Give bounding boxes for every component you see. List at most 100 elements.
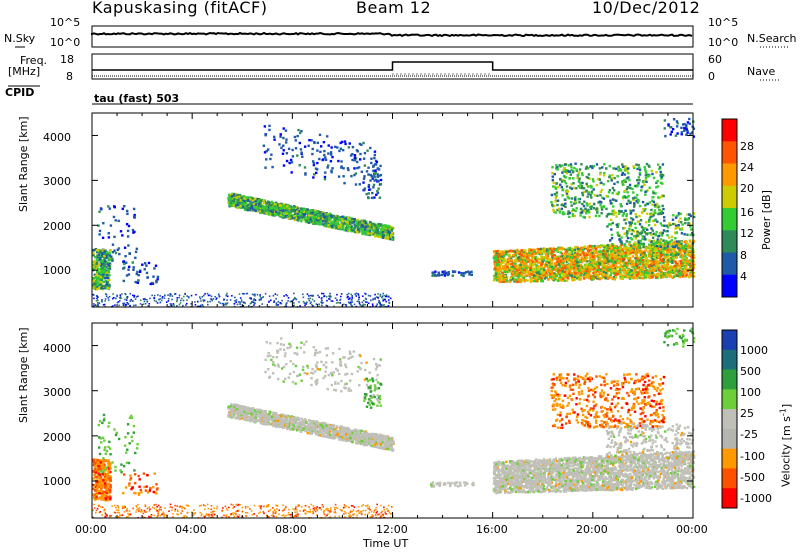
- echo-cell: [588, 259, 592, 263]
- echo-cell: [326, 214, 329, 217]
- echo-cell: [541, 269, 544, 273]
- echo-cell: [308, 299, 311, 302]
- echo-cell: [145, 271, 149, 275]
- echo-cell: [498, 277, 502, 280]
- echo-cell: [638, 275, 641, 278]
- echo-cell: [451, 274, 454, 277]
- echo-cell: [561, 279, 564, 282]
- echo-cell: [241, 292, 244, 295]
- echo-cell: [358, 183, 362, 186]
- echo-cell: [364, 293, 367, 295]
- echo-cell: [206, 292, 209, 295]
- echo-cell: [246, 199, 250, 203]
- echo-cell: [298, 213, 301, 217]
- echo-cell: [171, 304, 173, 307]
- echo-cell: [131, 261, 134, 264]
- echo-cell: [302, 213, 306, 216]
- echo-cell: [283, 295, 285, 297]
- echo-cell: [337, 224, 340, 227]
- echo-cell: [293, 216, 296, 220]
- echo-cell: [307, 221, 310, 224]
- echo-cell: [233, 195, 237, 199]
- echo-cell: [340, 165, 343, 168]
- echo-cell: [513, 271, 516, 275]
- echo-cell: [591, 265, 595, 268]
- echo-cell: [281, 299, 283, 302]
- echo-cell: [508, 280, 512, 283]
- echo-cell: [373, 223, 376, 227]
- echo-cell: [585, 260, 589, 263]
- echo-cell: [564, 251, 568, 254]
- echo-cell: [614, 273, 617, 277]
- echo-cell: [126, 301, 129, 304]
- echo-cell: [372, 175, 375, 179]
- echo-cell: [364, 230, 367, 234]
- echo-cell: [288, 161, 291, 165]
- echo-cell: [502, 268, 506, 271]
- echo-cell: [264, 209, 268, 212]
- echo-cell: [333, 220, 336, 224]
- echo-cell: [246, 203, 250, 206]
- echo-cell: [272, 209, 275, 212]
- echo-cell: [499, 274, 502, 278]
- echo-cell: [387, 231, 390, 234]
- echo-cell: [330, 214, 333, 218]
- echo-cell: [668, 271, 671, 274]
- echo-cell: [560, 252, 564, 255]
- echo-cell: [313, 173, 316, 176]
- echo-cell: [672, 257, 675, 260]
- echo-cell: [367, 232, 370, 235]
- echo-cell: [200, 300, 202, 302]
- echo-cell: [689, 246, 692, 250]
- echo-cell: [265, 205, 268, 208]
- echo-cell: [107, 205, 110, 208]
- echo-cell: [373, 196, 376, 199]
- echo-cell: [549, 270, 553, 273]
- echo-cell: [96, 304, 98, 307]
- echo-cell: [238, 293, 241, 295]
- echo-cell: [583, 269, 587, 273]
- echo-cell: [153, 267, 156, 270]
- echo-cell: [304, 218, 307, 221]
- echo-cell: [106, 254, 109, 257]
- echo-cell: [107, 236, 111, 239]
- echo-cell: [296, 214, 299, 218]
- echo-cell: [132, 266, 135, 269]
- echo-cell: [561, 268, 565, 271]
- echo-cell: [388, 228, 391, 231]
- echo-cell: [244, 201, 248, 204]
- echo-cell: [692, 271, 695, 275]
- echo-cell: [391, 236, 394, 239]
- echo-cell: [552, 266, 555, 269]
- echo-cell: [96, 256, 99, 259]
- echo-cell: [307, 144, 310, 147]
- echo-cell: [101, 252, 104, 255]
- echo-cell: [470, 270, 473, 274]
- echo-cell: [99, 272, 103, 275]
- echo-cell: [176, 297, 179, 299]
- echo-cell: [234, 194, 238, 197]
- echo-cell: [642, 264, 646, 267]
- echo-cell: [651, 266, 654, 270]
- echo-cell: [559, 278, 562, 282]
- echo-cell: [209, 300, 211, 303]
- echo-cell: [547, 277, 550, 281]
- echo-cell: [533, 279, 536, 283]
- echo-cell: [179, 299, 182, 302]
- echo-cell: [531, 276, 535, 279]
- echo-cell: [501, 278, 504, 282]
- echo-cell: [624, 254, 627, 258]
- echo-cell: [347, 301, 350, 303]
- echo-cell: [161, 297, 164, 299]
- echo-cell: [275, 297, 277, 300]
- echo-cell: [532, 270, 535, 274]
- echo-cell: [509, 266, 513, 269]
- echo-cell: [242, 305, 245, 307]
- echo-cell: [550, 260, 554, 264]
- echo-cell: [635, 247, 639, 251]
- echo-cell: [337, 215, 341, 219]
- echo-cell: [129, 304, 131, 307]
- echo-cell: [604, 253, 607, 256]
- echo-cell: [99, 283, 103, 286]
- echo-cell: [132, 300, 134, 302]
